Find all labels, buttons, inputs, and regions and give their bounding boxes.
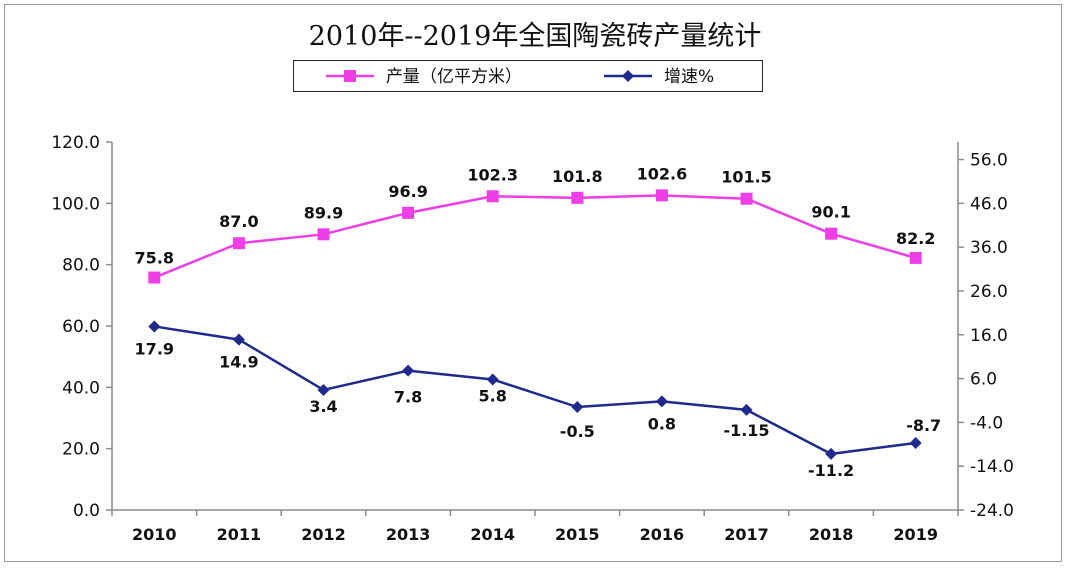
chart-title: 2010年--2019年全国陶瓷砖产量统计 xyxy=(308,21,762,52)
square-marker xyxy=(232,237,245,250)
data-label: 87.0 xyxy=(219,212,258,231)
data-label: -8.7 xyxy=(906,416,941,435)
x-tick-label: 2012 xyxy=(301,525,346,544)
square-marker xyxy=(655,189,668,202)
data-label: 3.4 xyxy=(309,397,337,416)
left-tick-label: 0.0 xyxy=(73,501,100,521)
square-marker xyxy=(317,228,330,241)
x-tick-label: 2015 xyxy=(555,525,600,544)
diamond-marker xyxy=(317,383,330,396)
right-tick-label: 26.0 xyxy=(970,282,1008,302)
x-tick-label: 2010 xyxy=(132,525,177,544)
x-tick-label: 2011 xyxy=(217,525,262,544)
right-tick-label: 56.0 xyxy=(970,151,1008,171)
right-tick-label: 46.0 xyxy=(970,194,1008,214)
data-labels: 75.8 87.0 89.9 96.9 102.3 101.8 102.6 101.5 90.1… xyxy=(135,164,942,480)
data-label: 101.5 xyxy=(721,168,772,187)
data-label: 82.2 xyxy=(896,229,935,248)
legend-label-growth: 增速% xyxy=(664,67,714,87)
data-label: 102.6 xyxy=(637,164,688,183)
square-marker xyxy=(571,191,584,204)
right-tick-label: 36.0 xyxy=(970,238,1008,258)
diamond-marker xyxy=(148,320,161,333)
data-label: 5.8 xyxy=(479,386,507,405)
data-label: 102.3 xyxy=(467,165,518,184)
diamond-marker xyxy=(402,364,415,377)
data-label: 101.8 xyxy=(552,167,603,186)
left-tick-label: 40.0 xyxy=(62,378,100,398)
series-line-2 xyxy=(154,325,916,456)
chart-frame xyxy=(4,4,1062,562)
x-tick-label: 2016 xyxy=(640,525,685,544)
left-tick-label: 100.0 xyxy=(51,194,100,214)
legend-marker-output xyxy=(344,70,356,82)
data-label: 17.9 xyxy=(135,339,174,358)
diamond-marker xyxy=(486,373,499,386)
data-label: -0.5 xyxy=(560,422,595,441)
data-label: 96.9 xyxy=(388,182,427,201)
data-label: 89.9 xyxy=(304,203,343,222)
legend-marker-growth xyxy=(622,70,634,82)
diamond-marker xyxy=(909,436,922,449)
square-marker xyxy=(486,190,499,203)
square-marker xyxy=(148,271,161,284)
right-tick-label: 16.0 xyxy=(970,326,1008,346)
legend-entries: 产量（亿平方米） 增速% xyxy=(326,67,714,87)
square-marker xyxy=(909,251,922,264)
x-tick-label: 2017 xyxy=(724,525,769,544)
x-tick-label: 2014 xyxy=(470,525,515,544)
left-tick-label: 120.0 xyxy=(51,133,100,153)
square-marker xyxy=(825,227,838,240)
diamond-marker xyxy=(655,395,668,408)
diamond-marker xyxy=(825,447,838,460)
data-label: -1.15 xyxy=(723,421,769,440)
data-label: -11.2 xyxy=(808,461,854,480)
left-tick-label: 80.0 xyxy=(62,256,100,276)
right-tick-label: -14.0 xyxy=(970,457,1014,477)
data-label: 90.1 xyxy=(811,203,850,222)
x-tick-label: 2018 xyxy=(809,525,854,544)
axes: 0.0 20.0 40.0 60.0 80.0 100.0 120.0 -24.0 -14.0 -… xyxy=(51,133,1014,544)
data-label: 75.8 xyxy=(135,249,174,268)
left-tick-label: 60.0 xyxy=(62,317,100,337)
square-marker xyxy=(402,206,415,219)
series-line-1 xyxy=(153,194,917,279)
right-tick-label: -24.0 xyxy=(970,501,1014,521)
data-label: 7.8 xyxy=(394,388,422,407)
diamond-marker xyxy=(571,401,584,414)
series-lines xyxy=(153,194,917,456)
x-tick-label: 2019 xyxy=(893,525,938,544)
series-markers xyxy=(148,189,922,460)
right-tick-label: -4.0 xyxy=(970,413,1003,433)
diamond-marker xyxy=(232,333,245,346)
right-tick-label: 6.0 xyxy=(970,370,997,390)
legend-label-output: 产量（亿平方米） xyxy=(386,67,522,87)
data-label: 14.9 xyxy=(219,353,258,372)
left-tick-label: 20.0 xyxy=(62,440,100,460)
square-marker xyxy=(740,192,753,205)
x-tick-label: 2013 xyxy=(386,525,431,544)
diamond-marker xyxy=(740,403,753,416)
data-label: 0.8 xyxy=(648,414,676,433)
